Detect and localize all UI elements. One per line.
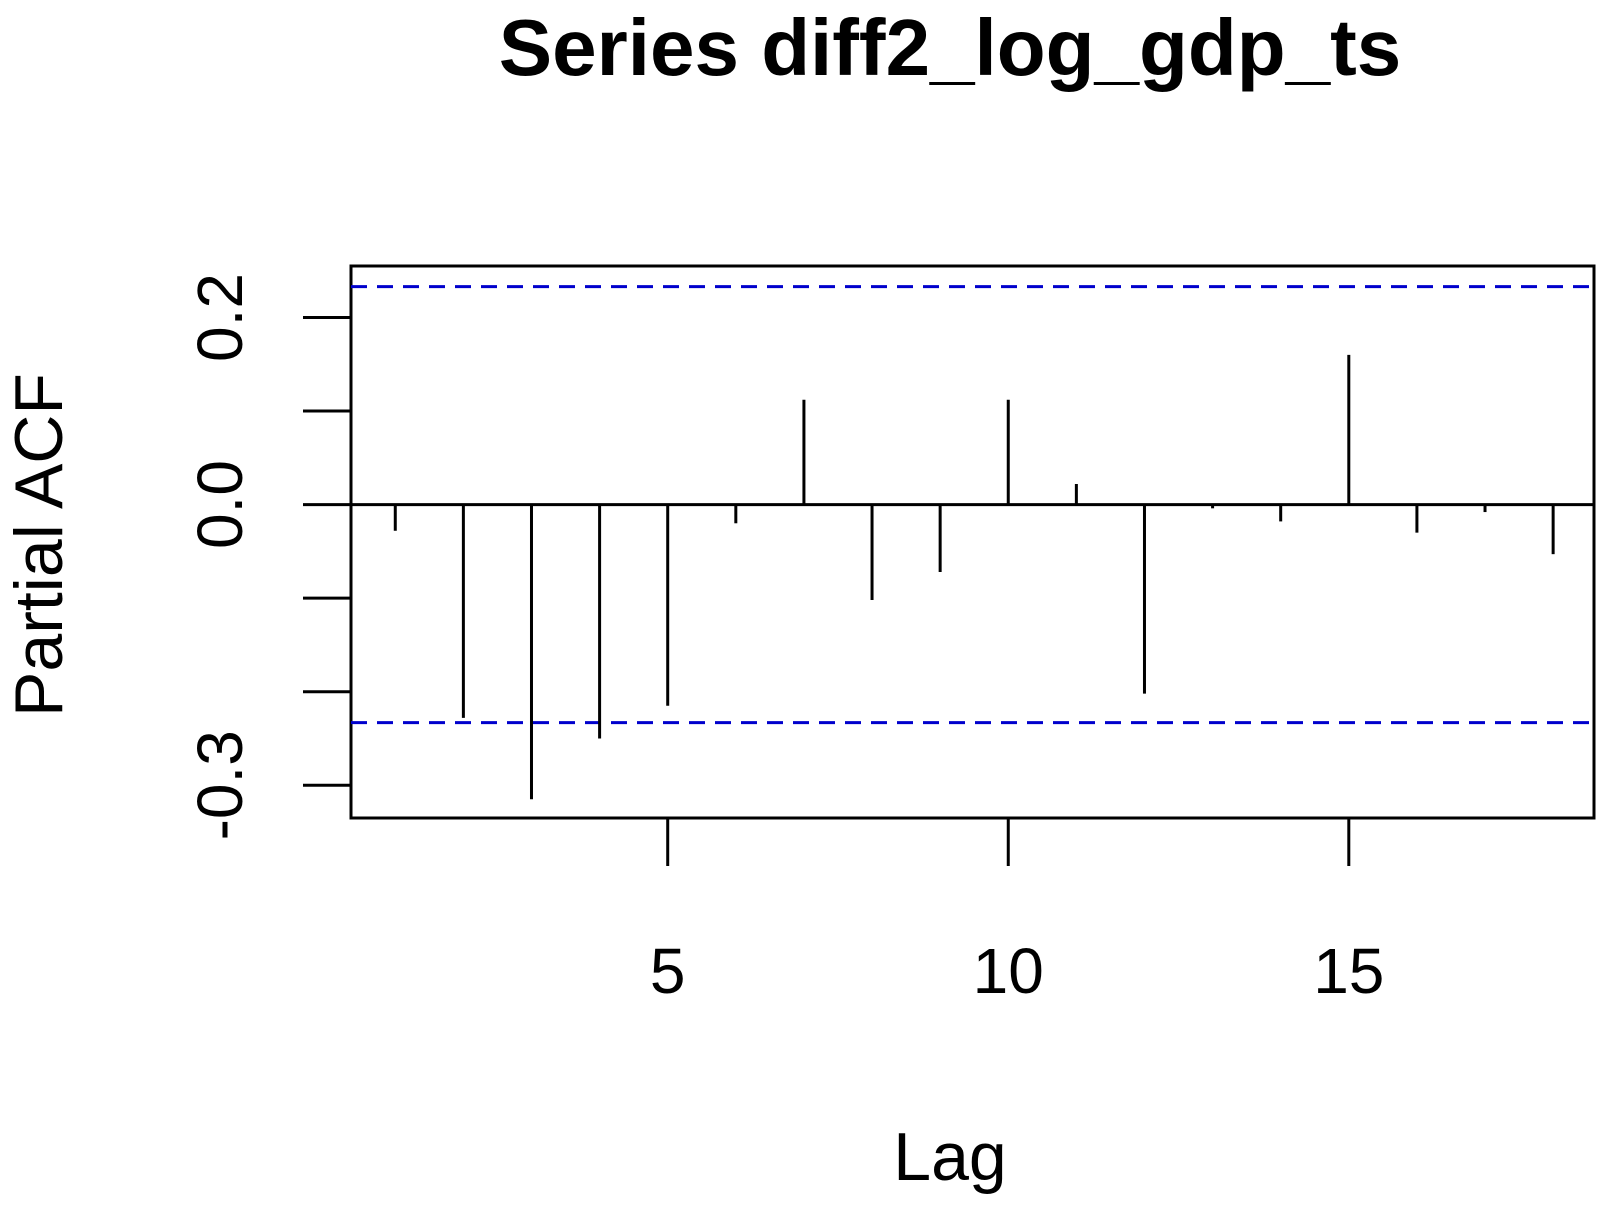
y-axis-label: Partial ACF <box>1 373 77 717</box>
x-axis-label: Lag <box>893 1119 1006 1195</box>
y-tick-label: 0.0 <box>184 460 256 549</box>
plot-area: -0.3 0.0 0.2 5 10 15 <box>184 264 1596 1007</box>
x-tick-label: 15 <box>1313 935 1384 1007</box>
y-tick-label: 0.2 <box>184 273 256 362</box>
x-tick-label: 10 <box>973 935 1044 1007</box>
y-tick-label: -0.3 <box>184 730 256 840</box>
plot-frame <box>349 264 1596 820</box>
chart-title: Series diff2_log_gdp_ts <box>499 3 1401 92</box>
x-tick-label: 5 <box>650 935 686 1007</box>
